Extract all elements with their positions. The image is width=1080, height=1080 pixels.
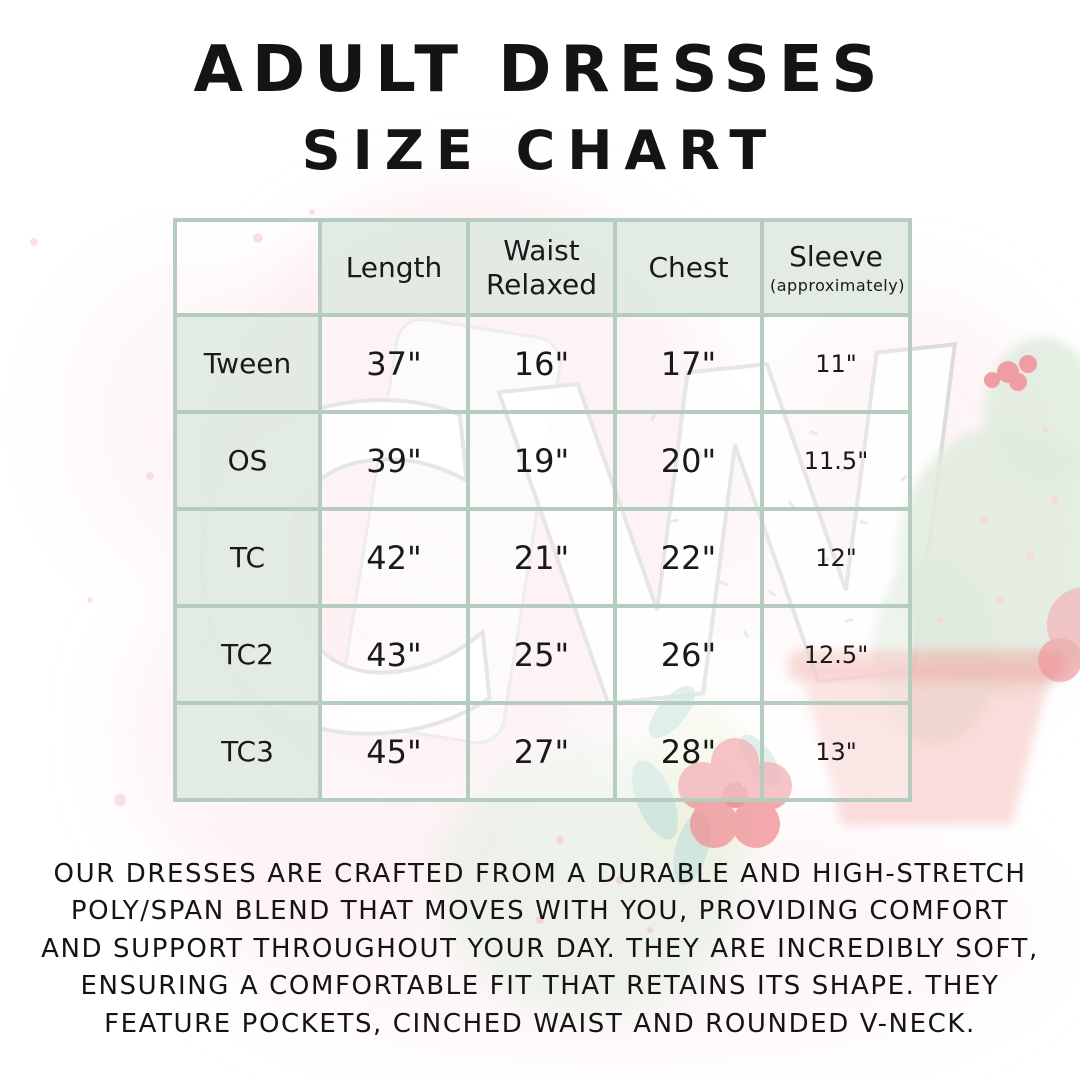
row-label: TC <box>173 507 322 608</box>
cell-waist: 21" <box>466 507 617 608</box>
cell-waist: 27" <box>466 701 617 802</box>
col-header-waist-relaxed: Waist Relaxed <box>466 218 617 317</box>
col-header-chest: Chest <box>613 218 764 317</box>
cell-chest: 20" <box>613 410 764 511</box>
cell-chest: 17" <box>613 313 764 414</box>
cell-sleeve: 11.5" <box>760 410 912 511</box>
cell-length: 39" <box>318 410 470 511</box>
table-row-tween: Tween 37" 16" 17" 11" <box>173 313 912 414</box>
cell-chest: 22" <box>613 507 764 608</box>
cell-length: 37" <box>318 313 470 414</box>
cell-length: 45" <box>318 701 470 802</box>
cell-length: 42" <box>318 507 470 608</box>
cell-waist: 25" <box>466 604 617 705</box>
cell-waist: 16" <box>466 313 617 414</box>
col-header-sleeve-note: (approximately) <box>770 275 905 295</box>
table-row-tc3: TC3 45" 27" 28" 13" <box>173 701 912 802</box>
row-label: OS <box>173 410 322 511</box>
title-line-1: ADULT DRESSES <box>193 33 887 107</box>
cell-chest: 28" <box>613 701 764 802</box>
table-row-tc: TC 42" 21" 22" 12" <box>173 507 912 608</box>
cell-sleeve: 11" <box>760 313 912 414</box>
page-title: ADULT DRESSES SIZE CHART <box>0 38 1080 178</box>
cell-sleeve: 12" <box>760 507 912 608</box>
row-label: Tween <box>173 313 322 414</box>
table-row-os: OS 39" 19" 20" 11.5" <box>173 410 912 511</box>
table-row-tc2: TC2 43" 25" 26" 12.5" <box>173 604 912 705</box>
cell-sleeve: 13" <box>760 701 912 802</box>
col-header-length: Length <box>318 218 470 317</box>
product-description: OUR DRESSES ARE CRAFTED FROM A DURABLE A… <box>41 859 1039 1039</box>
row-label: TC2 <box>173 604 322 705</box>
cactus-flower-icon <box>984 355 1037 391</box>
edge-flower-illustration <box>1038 587 1080 682</box>
header-row: Length Waist Relaxed Chest Sleeve (appro… <box>173 218 912 317</box>
size-chart-table: Length Waist Relaxed Chest Sleeve (appro… <box>173 218 912 802</box>
col-header-sleeve-label: Sleeve <box>789 240 883 274</box>
col-header-sleeve: Sleeve (approximately) <box>760 218 912 317</box>
cell-sleeve: 12.5" <box>760 604 912 705</box>
cell-length: 43" <box>318 604 470 705</box>
corner-cell <box>173 218 322 317</box>
row-label: TC3 <box>173 701 322 802</box>
cell-waist: 19" <box>466 410 617 511</box>
title-line-2: SIZE CHART <box>301 119 779 182</box>
cell-chest: 26" <box>613 604 764 705</box>
